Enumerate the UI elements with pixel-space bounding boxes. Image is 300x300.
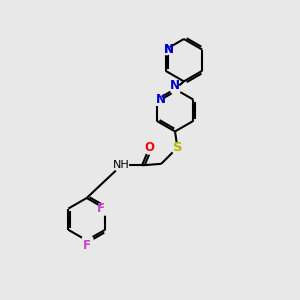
- Text: NH: NH: [113, 160, 130, 170]
- Text: N: N: [164, 43, 174, 56]
- Text: F: F: [83, 239, 91, 252]
- Text: O: O: [144, 141, 154, 154]
- Text: N: N: [164, 43, 174, 56]
- Text: F: F: [97, 202, 105, 215]
- Text: N: N: [155, 93, 166, 106]
- Text: S: S: [172, 141, 182, 154]
- Text: N: N: [170, 79, 180, 92]
